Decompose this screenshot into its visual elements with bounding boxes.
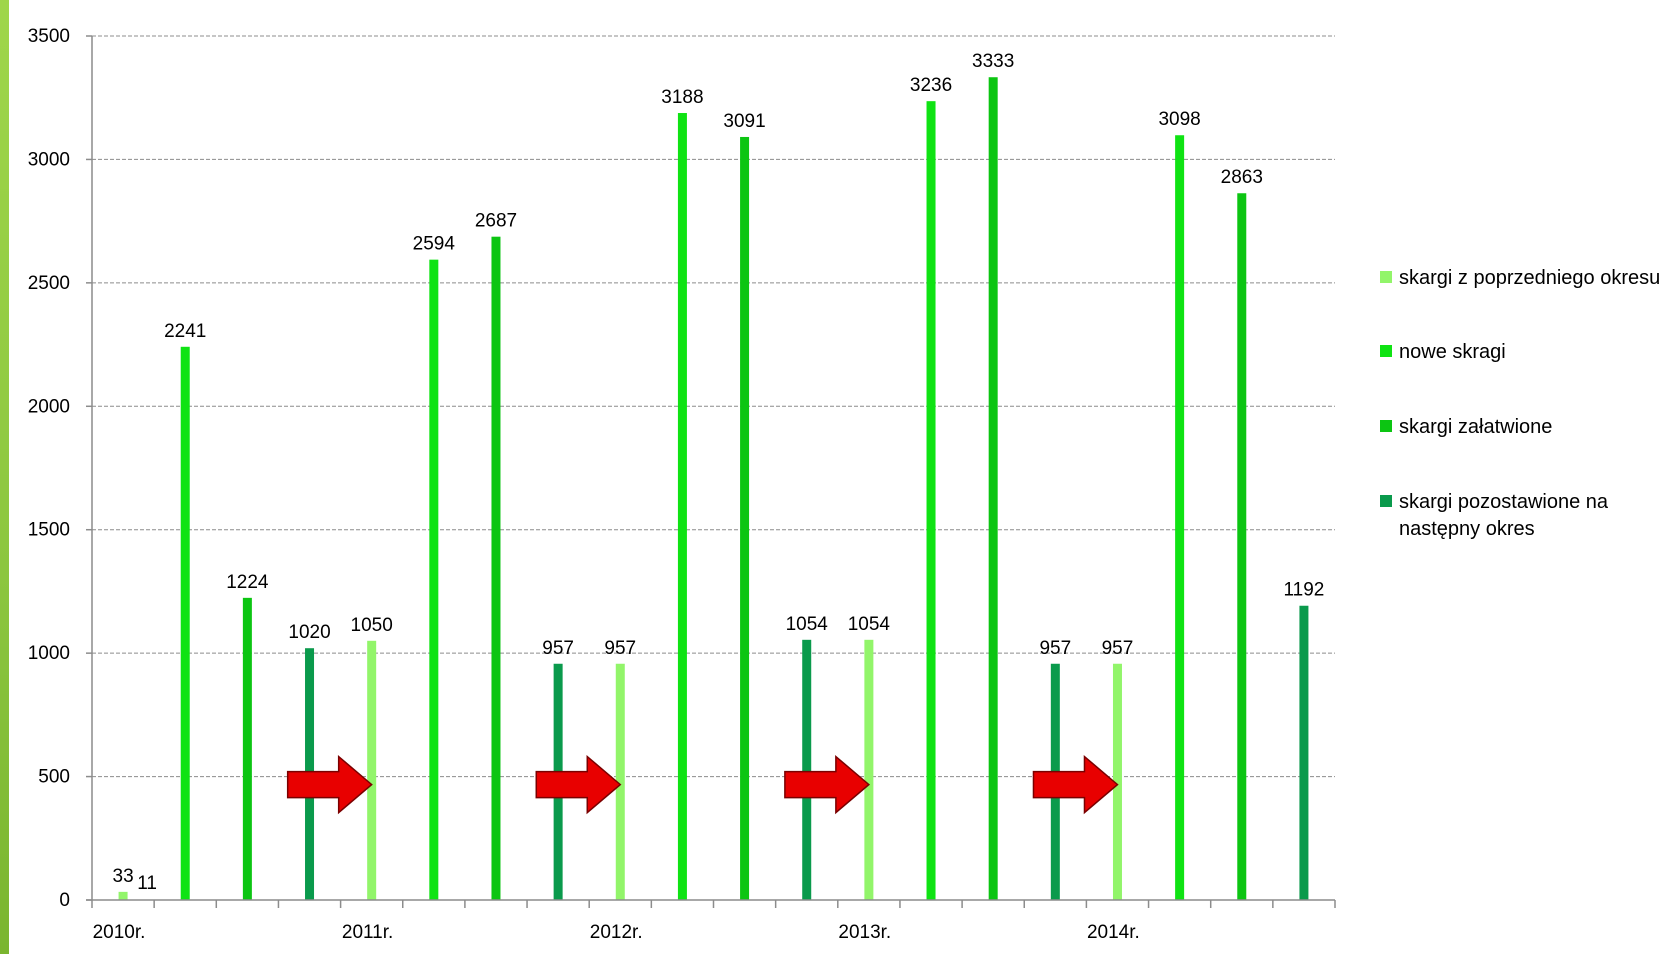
legend-swatch <box>1380 345 1392 357</box>
y-tick-label: 1000 <box>28 643 70 664</box>
legend-label: nowe skragi <box>1399 341 1506 363</box>
data-label: 2687 <box>475 211 517 232</box>
data-label: 1192 <box>1283 580 1324 601</box>
bar <box>988 77 998 900</box>
bar <box>802 639 812 900</box>
y-tick-label: 2000 <box>28 396 70 417</box>
grid-layer <box>92 35 1335 778</box>
data-label: 957 <box>542 638 574 659</box>
x-tick-label: 2010r. <box>93 922 146 943</box>
bar <box>491 236 501 901</box>
legend-item-new: nowe skragi <box>1380 339 1674 366</box>
legend-label: skargi z poprzedniego okresu <box>1399 267 1661 289</box>
legend-swatch <box>1380 271 1392 283</box>
legend-item-previous: skargi z poprzedniego okresu <box>1380 265 1674 292</box>
legend-label: skargi załatwione <box>1399 416 1553 438</box>
data-label: 3091 <box>723 111 765 132</box>
x-tick-label: 2011r. <box>342 922 393 943</box>
x-tick-label: 2014r. <box>1087 922 1140 943</box>
bar <box>615 663 625 900</box>
bar <box>1299 605 1309 900</box>
arrows-layer <box>286 754 1119 815</box>
bar <box>180 346 190 900</box>
axis-layer: 0 500 1000 1500 2000 2500 3000 3500 2010r. 2011r.… <box>28 26 1336 943</box>
bar <box>1237 193 1247 901</box>
bar <box>864 639 874 900</box>
y-tick-label: 1500 <box>28 520 70 541</box>
extra-data-label: 11 <box>137 873 157 894</box>
data-label: 2241 <box>164 321 206 342</box>
data-label: 957 <box>1102 638 1134 659</box>
y-tick-label: 500 <box>38 767 70 788</box>
carry-over-arrow <box>1032 754 1119 815</box>
legend-swatch <box>1380 495 1392 507</box>
x-tick-label: 2013r. <box>838 922 891 943</box>
legend-item-remaining: skargi pozostawione na następny okres <box>1380 489 1669 543</box>
bar <box>677 113 687 901</box>
legend-item-resolved: skargi załatwione <box>1380 414 1674 441</box>
labels-layer: 33 2241 1224 1020 1050 2594 2687 957 957 3188 3091… <box>113 51 1325 894</box>
carry-over-arrow <box>535 754 622 815</box>
y-tick-label: 2500 <box>28 273 70 294</box>
data-label: 1224 <box>226 572 269 593</box>
bar <box>1112 663 1122 900</box>
data-label: 1054 <box>848 614 891 635</box>
carry-over-arrow <box>286 754 373 815</box>
data-label: 957 <box>604 638 636 659</box>
data-label: 3333 <box>972 51 1014 72</box>
data-label: 957 <box>1039 638 1071 659</box>
data-label: 3098 <box>1158 109 1200 130</box>
bar <box>242 597 252 900</box>
bar <box>367 640 377 900</box>
bar <box>740 136 750 900</box>
y-tick-label: 3000 <box>28 149 70 170</box>
y-tick-label: 3500 <box>28 26 70 47</box>
carry-over-arrow <box>784 754 871 815</box>
data-label: 1054 <box>786 614 829 635</box>
data-label: 2594 <box>413 234 456 255</box>
bar <box>118 891 128 900</box>
data-label: 3236 <box>910 75 952 96</box>
bar <box>429 259 439 900</box>
data-label: 1020 <box>288 622 330 643</box>
left-accent-stripe <box>0 0 9 954</box>
data-label: 1050 <box>351 615 393 636</box>
bar <box>1175 135 1185 900</box>
y-tick-label: 0 <box>59 890 70 911</box>
legend-swatch <box>1380 420 1392 432</box>
legend-label: skargi pozostawione na następny okres <box>1399 491 1609 540</box>
bar <box>926 101 936 900</box>
data-label: 3188 <box>661 87 703 108</box>
data-label: 33 <box>113 866 134 887</box>
x-tick-label: 2012r. <box>590 922 643 943</box>
data-label: 2863 <box>1221 167 1263 188</box>
